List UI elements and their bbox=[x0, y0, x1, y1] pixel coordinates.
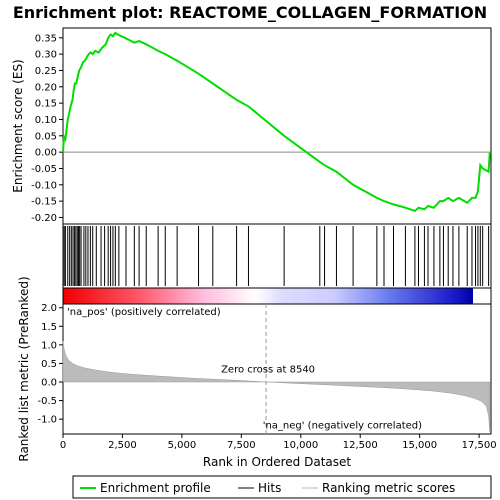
es-y-tick-label: 0.30 bbox=[35, 50, 57, 61]
metric-y-tick-label: 1.0 bbox=[41, 340, 57, 351]
x-axis-title: Rank in Ordered Dataset bbox=[203, 455, 351, 469]
positive-correlation-label: 'na_pos' (positively correlated) bbox=[67, 307, 221, 318]
metric-y-tick-label: 0.5 bbox=[41, 359, 57, 370]
es-y-tick-label: 0.10 bbox=[35, 115, 57, 126]
metric-y-tick-label: 1.5 bbox=[41, 322, 57, 333]
es-y-axis-title: Enrichment score (ES) bbox=[11, 59, 25, 192]
es-y-tick-label: 0.05 bbox=[35, 131, 57, 142]
metric-y-tick-label: 0.0 bbox=[41, 378, 57, 389]
es-y-tick-label: 0.25 bbox=[35, 66, 57, 77]
legend-hits-label: Hits bbox=[258, 481, 281, 495]
metric-x-axis: 0 2,500 5,000 7,500 10,000 12,500 15,000 17,500 bbox=[60, 434, 497, 451]
metric-y-axis-title: Ranked list metric (PreRanked) bbox=[17, 276, 31, 461]
metric-y-tick-label: 2.0 bbox=[41, 303, 57, 314]
legend-metric-label: Ranking metric scores bbox=[322, 481, 455, 495]
es-y-tick-label: -0.10 bbox=[31, 180, 57, 191]
x-tick-label: 10,000 bbox=[283, 440, 318, 451]
hits-panel bbox=[62, 223, 492, 289]
metric-y-tick-label: -1.0 bbox=[37, 415, 57, 426]
rank-color-bar bbox=[63, 288, 473, 304]
x-tick-label: 2,500 bbox=[108, 440, 137, 451]
metric-panel: -1.0 -0.5 0.0 0.5 1.0 1.5 2.0 Zero cross at 85… bbox=[17, 276, 497, 469]
x-tick-label: 17,500 bbox=[462, 440, 497, 451]
hit-lines bbox=[63, 226, 490, 286]
es-y-tick-label: 0.15 bbox=[35, 99, 57, 110]
es-y-tick-label: -0.05 bbox=[31, 164, 57, 175]
enrichment-panel: -0.20 -0.15 -0.10 -0.05 0.00 0.05 0.10 0.15 0.20… bbox=[11, 27, 492, 225]
x-tick-label: 5,000 bbox=[168, 440, 197, 451]
negative-correlation-label: 'na_neg' (negatively correlated) bbox=[263, 420, 422, 431]
plot-title: Enrichment plot: REACTOME_COLLAGEN_FORMA… bbox=[13, 3, 487, 22]
legend-enrichment-label: Enrichment profile bbox=[100, 481, 211, 495]
enrichment-plot-frame bbox=[62, 27, 492, 225]
x-tick-label: 12,500 bbox=[343, 440, 378, 451]
metric-plot-frame bbox=[62, 303, 492, 435]
ranking-metric-area bbox=[62, 341, 491, 433]
x-tick-label: 7,500 bbox=[227, 440, 256, 451]
es-y-axis: -0.20 -0.15 -0.10 -0.05 0.00 0.05 0.10 0.15 0.20… bbox=[31, 33, 63, 224]
enrichment-profile-line bbox=[62, 31, 491, 213]
x-tick-label: 15,000 bbox=[402, 440, 437, 451]
legend: Enrichment profile Hits Ranking metric s… bbox=[72, 475, 492, 499]
zero-cross-label: Zero cross at 8540 bbox=[221, 365, 315, 376]
metric-y-axis: -1.0 -0.5 0.0 0.5 1.0 1.5 2.0 bbox=[37, 303, 63, 426]
es-y-tick-label: 0.20 bbox=[35, 82, 57, 93]
es-y-tick-label: -0.20 bbox=[31, 213, 57, 224]
es-y-tick-label: 0.35 bbox=[35, 33, 57, 44]
metric-y-tick-label: -0.5 bbox=[37, 396, 57, 407]
x-tick-label: 0 bbox=[60, 440, 66, 451]
hits-frame bbox=[62, 223, 492, 289]
es-y-tick-label: 0.00 bbox=[35, 148, 57, 159]
legend-box bbox=[72, 475, 492, 499]
es-y-tick-label: -0.15 bbox=[31, 197, 57, 208]
